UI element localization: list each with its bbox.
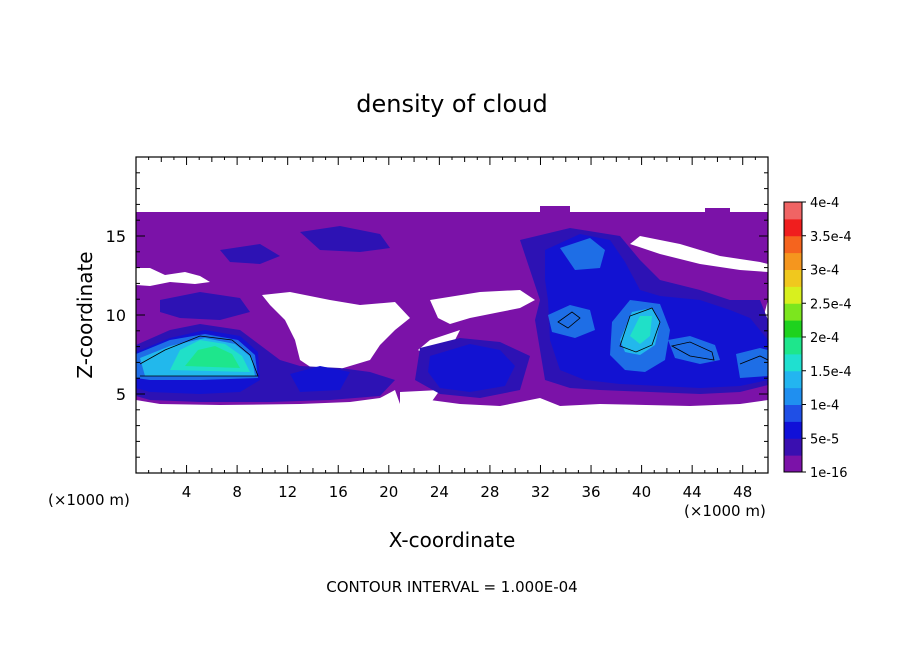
colorbar-swatch: [784, 320, 802, 338]
colorbar-swatch: [784, 202, 802, 220]
cloud-darkblue-region: [220, 244, 280, 264]
colorbar-label: 2.5e-4: [810, 297, 852, 312]
contour-line: [557, 311, 581, 329]
colorbar-label: 1e-16: [810, 466, 848, 481]
x-tick-label: 32: [531, 483, 550, 501]
x-tick-label: 20: [379, 483, 398, 501]
colorbar-swatch: [784, 387, 802, 405]
cloud-lightblue-region: [668, 336, 720, 364]
colorbar: 1e-16 5e-5 1e-4 1.5e-4 2e-4 2.5e-4 3e-4 3.5e-4 4…: [783, 196, 852, 481]
cloud-lightblue-region: [560, 238, 605, 270]
colorbar-swatch: [784, 404, 802, 422]
colorbar-swatch: [784, 455, 802, 473]
contour-line: [670, 341, 715, 361]
cloud-field: [136, 206, 768, 406]
cloud-teal-region: [630, 316, 652, 344]
contour-line: [619, 307, 661, 353]
x-axis-ticks: 4 8 12 16 20 24 28 32 36 40 44 48: [148, 157, 756, 501]
x-axis-unit-right: (×1000 m): [684, 502, 766, 520]
cloud-darkblue-region: [300, 226, 390, 252]
colorbar-swatch: [784, 421, 802, 439]
x-axis-label: X-coordinate: [389, 528, 516, 552]
colorbar-swatch: [784, 252, 802, 270]
contour-interval-note: CONTOUR INTERVAL = 1.000E-04: [326, 578, 577, 596]
x-tick-label: 16: [329, 483, 348, 501]
cloud-blue-region: [290, 366, 350, 392]
cloud-gap: [400, 390, 440, 404]
colorbar-swatch: [784, 269, 802, 287]
chart-title: density of cloud: [356, 90, 547, 118]
colorbar-swatch: [784, 286, 802, 304]
colorbar-label: 5e-5: [810, 432, 839, 447]
colorbar-label: 1.5e-4: [810, 365, 852, 380]
cloud-gap: [630, 236, 768, 272]
x-tick-label: 44: [683, 483, 702, 501]
x-tick-label: 24: [430, 483, 449, 501]
colorbar-label: 3.5e-4: [810, 230, 852, 245]
x-tick-label: 48: [733, 483, 752, 501]
cloud-lightblue-region: [548, 305, 595, 338]
colorbar-swatch: [784, 218, 802, 237]
colorbar-swatch: [784, 337, 802, 355]
colorbar-swatch: [784, 353, 802, 372]
cloud-purple-region: [540, 206, 570, 216]
colorbar-label: 4e-4: [810, 196, 839, 211]
cloud-lightblue-region: [736, 348, 768, 378]
x-tick-label: 40: [632, 483, 651, 501]
colorbar-label: 3e-4: [810, 264, 839, 279]
y-tick-label: 15: [106, 227, 126, 246]
cloud-darkblue-region: [160, 292, 250, 320]
x-tick-label: 28: [480, 483, 499, 501]
colorbar-label: 2e-4: [810, 331, 839, 346]
contour-line: [139, 335, 259, 377]
colorbar-swatch: [784, 438, 802, 456]
x-tick-label: 4: [182, 483, 192, 501]
cloud-purple-region: [655, 216, 695, 230]
colorbar-swatch: [784, 235, 802, 254]
cloud-blue-region: [428, 344, 515, 392]
x-axis-unit-left: (×1000 m): [48, 491, 130, 509]
colorbar-label: 1e-4: [810, 399, 839, 414]
cloud-gap: [136, 268, 210, 286]
cloud-gap: [262, 292, 410, 372]
y-axis-label: Z-coordinate: [73, 251, 97, 378]
colorbar-swatch: [784, 370, 802, 389]
cloud-green-region: [185, 346, 240, 368]
colorbar-swatch: [784, 303, 802, 321]
contour-line: [739, 355, 768, 365]
cloud-gap: [430, 290, 535, 324]
y-tick-label: 5: [116, 385, 126, 404]
cloud-purple-region: [705, 208, 730, 220]
y-axis-ticks: 5 10 15: [106, 172, 768, 458]
x-tick-label: 36: [581, 483, 600, 501]
y-tick-label: 10: [106, 306, 126, 325]
x-tick-label: 8: [232, 483, 242, 501]
x-tick-label: 12: [278, 483, 297, 501]
